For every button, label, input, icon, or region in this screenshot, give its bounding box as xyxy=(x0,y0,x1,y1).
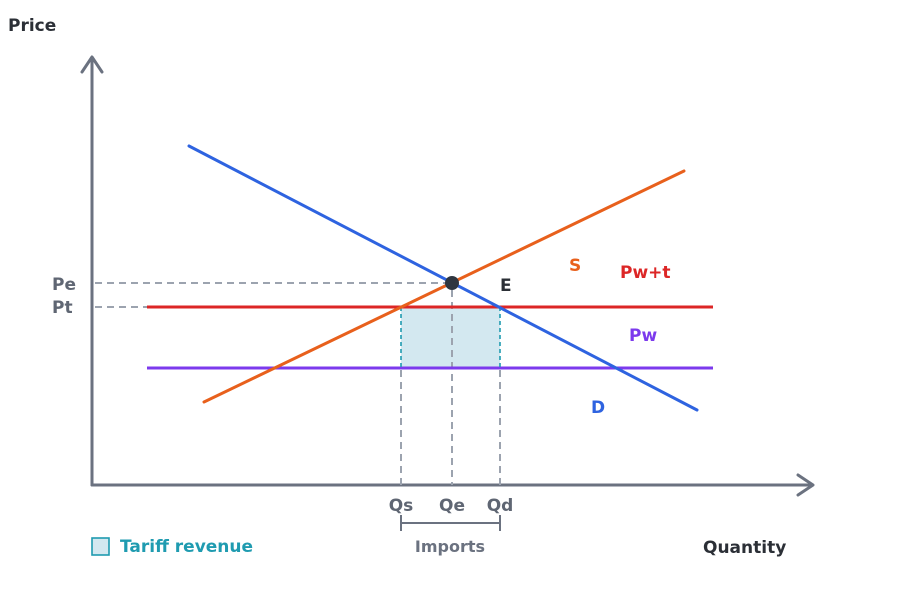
supply-curve xyxy=(202,169,686,404)
guide-lines xyxy=(95,282,501,485)
quantity-tick-qe: Qe xyxy=(439,496,465,516)
world-price-tariff-label: Pw+t xyxy=(620,263,671,283)
price-tick-pt: Pt xyxy=(52,298,73,318)
imports-bracket xyxy=(400,515,501,531)
tariff-revenue-area xyxy=(401,307,500,368)
price-tick-pe: Pe xyxy=(52,275,76,295)
x-axis-label: Quantity xyxy=(703,538,786,558)
demand-label: D xyxy=(591,398,605,418)
equilibrium-point xyxy=(445,276,459,290)
x-axis-arrow xyxy=(796,473,815,497)
y-axis-arrow xyxy=(80,55,104,74)
y-axis-label: Price xyxy=(8,16,56,36)
tariff-revenue-legend-label: Tariff revenue xyxy=(120,537,253,557)
axes xyxy=(80,55,815,497)
equilibrium-label: E xyxy=(500,276,512,296)
tariff-revenue-edges xyxy=(400,307,501,368)
quantity-tick-qd: Qd xyxy=(487,496,514,516)
quantity-tick-qs: Qs xyxy=(389,496,414,516)
world-price-label: Pw xyxy=(629,326,657,346)
supply-label: S xyxy=(569,256,581,276)
demand-curve xyxy=(187,144,699,412)
tariff-revenue-swatch xyxy=(91,537,110,556)
imports-label: Imports xyxy=(415,537,485,556)
